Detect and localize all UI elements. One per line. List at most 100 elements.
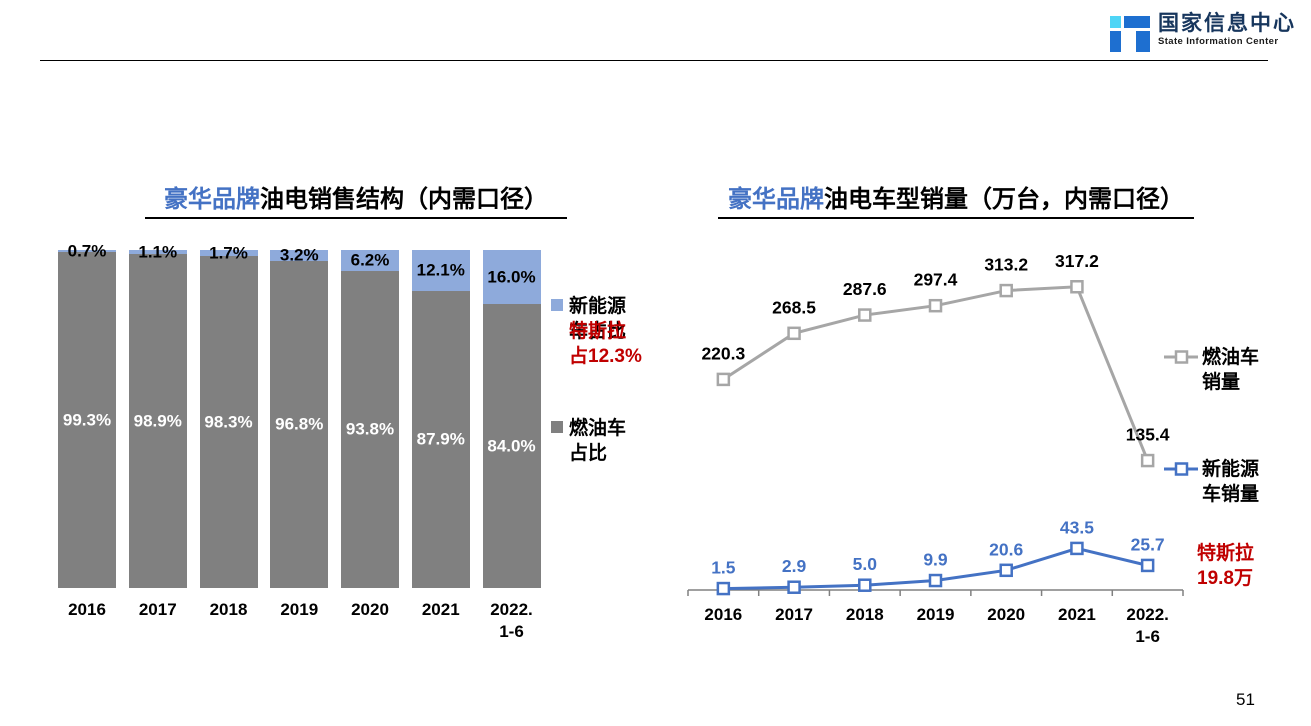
data-point-marker xyxy=(787,326,801,341)
bar-value-label-new-energy: 1.7% xyxy=(209,243,248,263)
legend-swatch-fuel xyxy=(551,421,563,433)
org-logo: 国家信息中心 State Information Center xyxy=(1108,11,1296,52)
line-x-axis-label: 2022. 1-6 xyxy=(1126,605,1169,646)
data-point-marker xyxy=(787,580,801,594)
line-chart-title-highlight: 豪华品牌 xyxy=(728,186,824,213)
data-point-marker xyxy=(716,372,731,387)
bar-segment-new-energy xyxy=(199,250,258,256)
data-point-label: 20.6 xyxy=(989,539,1023,559)
bar-x-axis-label: 2018 xyxy=(209,600,248,619)
data-point-marker xyxy=(999,283,1013,298)
bar-value-label-fuel: 84.0% xyxy=(487,436,536,456)
data-point-label: 297.4 xyxy=(914,270,958,290)
data-point-label: 220.3 xyxy=(701,343,745,363)
line-x-axis-label: 2019 xyxy=(916,605,955,624)
bar-segment-fuel xyxy=(199,255,258,588)
bar-value-label-fuel: 98.3% xyxy=(204,412,253,432)
page-number: 51 xyxy=(1236,690,1255,709)
bar-segment-new-energy xyxy=(341,250,399,271)
bar-segment-new-energy xyxy=(482,250,541,305)
bar-chart-title-rest: 油电销售结构（内需口径） xyxy=(260,186,548,213)
legend-label-fuel-sales: 燃油车 销量 xyxy=(1202,347,1260,393)
data-point-marker xyxy=(858,308,872,322)
data-point-label: 5.0 xyxy=(853,554,878,574)
legend-label-new-energy-share: 新能源 车占比 xyxy=(569,296,627,342)
org-name: 国家信息中心 xyxy=(1158,12,1296,35)
data-point-label: 287.6 xyxy=(843,279,887,299)
bar-chart-section: 豪华品牌油电销售结构（内需口径） 0.7% 99.3% 2016 1.1% 98.9% 2… xyxy=(40,175,680,675)
logo-right-bar xyxy=(1136,31,1150,52)
bar-value-label-new-energy: 16.0% xyxy=(487,267,536,287)
data-point-label: 9.9 xyxy=(923,550,948,570)
bar-x-axis-label: 2021 xyxy=(421,600,460,619)
bar-x-axis-label: 2022. 1-6 xyxy=(490,600,533,641)
bar-segment-fuel xyxy=(58,252,116,588)
legend-new-energy-share: 新能源 车占比 xyxy=(551,294,626,344)
data-point-marker xyxy=(716,581,731,596)
data-point-marker xyxy=(858,578,872,592)
line-chart-section: 豪华品牌油电车型销量（万台，内需口径） 220.3 268.5 287.6 297.4… xyxy=(680,175,1280,675)
bar-value-label-fuel: 98.9% xyxy=(133,411,182,431)
data-point-label: 317.2 xyxy=(1055,251,1099,271)
data-point-marker xyxy=(999,563,1013,578)
line-plot-area: 220.3 268.5 287.6 297.4 313.2 317.2 135.4 1.5 2.… xyxy=(687,251,1184,596)
bar-value-label-new-energy: 1.1% xyxy=(138,242,178,262)
bar-segment-fuel xyxy=(270,260,329,588)
bar-value-label-fuel: 99.3% xyxy=(62,410,112,430)
bar-x-axis-label: 2016 xyxy=(68,600,106,619)
legend-marker-new-energy-icon xyxy=(1164,462,1198,476)
data-point-label: 268.5 xyxy=(772,297,816,317)
bar-segment-fuel xyxy=(411,290,470,588)
org-logo-icon xyxy=(1108,11,1152,52)
bar-value-label-new-energy: 3.2% xyxy=(279,245,319,265)
line-x-axis-label: 2018 xyxy=(845,605,884,624)
bar-segment-fuel xyxy=(341,270,399,588)
tesla-volume-annotation: 特斯拉 19.8万 xyxy=(1197,543,1255,589)
data-point-marker xyxy=(928,298,943,313)
bar-segment-new-energy xyxy=(411,250,470,291)
legend-swatch-new-energy xyxy=(551,299,563,311)
bar-value-label-new-energy: 12.1% xyxy=(416,260,465,280)
data-point-label: 1.5 xyxy=(711,558,736,578)
data-point-marker xyxy=(928,573,943,588)
logo-top-bar xyxy=(1124,16,1150,28)
header-divider xyxy=(40,60,1268,61)
bar-segment-new-energy xyxy=(128,250,187,254)
data-point-marker xyxy=(1070,541,1084,556)
line-x-axis-label: 2017 xyxy=(775,605,813,624)
data-point-label: 2.9 xyxy=(782,556,807,576)
data-point-marker xyxy=(1070,280,1084,294)
bar-segment-new-energy xyxy=(58,250,116,253)
bar-x-axis-label: 2020 xyxy=(351,600,389,619)
bar-value-label-fuel: 87.9% xyxy=(416,429,465,449)
legend-label-fuel-share: 燃油车 占比 xyxy=(569,418,627,464)
data-point-marker xyxy=(1140,558,1155,573)
bar-chart-title-highlight: 豪华品牌 xyxy=(164,186,260,213)
legend-fuel-share: 燃油车 占比 xyxy=(551,416,626,466)
bar-value-label-new-energy: 0.7% xyxy=(67,241,107,261)
line-x-axis-label: 2021 xyxy=(1058,605,1096,624)
data-point-marker xyxy=(1140,453,1155,468)
data-point-label: 313.2 xyxy=(984,255,1028,275)
line-chart-title-rest: 油电车型销量（万台，内需口径） xyxy=(824,186,1184,213)
data-point-label: 43.5 xyxy=(1060,517,1094,537)
legend-new-energy-sales: 新能源 车销量 xyxy=(1164,457,1259,507)
line-chart-title: 豪华品牌油电车型销量（万台，内需口径） xyxy=(718,179,1194,219)
tesla-share-annotation: 特斯拉 占12.3% xyxy=(569,321,642,367)
line-x-axis-label: 2020 xyxy=(987,605,1026,624)
data-point-label: 135.4 xyxy=(1126,425,1170,445)
legend-fuel-sales: 燃油车 销量 xyxy=(1164,345,1259,395)
bar-segment-new-energy xyxy=(270,250,329,261)
bar-plot-area: 0.7% 99.3% 2016 1.1% 98.9% 2017 1.7% 98.3% 2018 3… xyxy=(40,175,680,675)
bar-x-axis-label: 2017 xyxy=(138,600,177,619)
line-x-axis-label: 2016 xyxy=(704,605,743,624)
bar-segment-fuel xyxy=(482,304,541,588)
org-name-en: State Information Center xyxy=(1158,36,1279,47)
bar-chart-title: 豪华品牌油电销售结构（内需口径） xyxy=(145,179,567,219)
data-point-label: 25.7 xyxy=(1131,534,1165,554)
legend-marker-fuel-icon xyxy=(1164,350,1198,364)
line-x-axis-labels: 2016 2017 2018 2019 2020 2021 2022. 1-6 xyxy=(680,175,1280,675)
bar-value-label-fuel: 93.8% xyxy=(345,419,395,439)
bar-value-label-new-energy: 6.2% xyxy=(350,250,390,270)
